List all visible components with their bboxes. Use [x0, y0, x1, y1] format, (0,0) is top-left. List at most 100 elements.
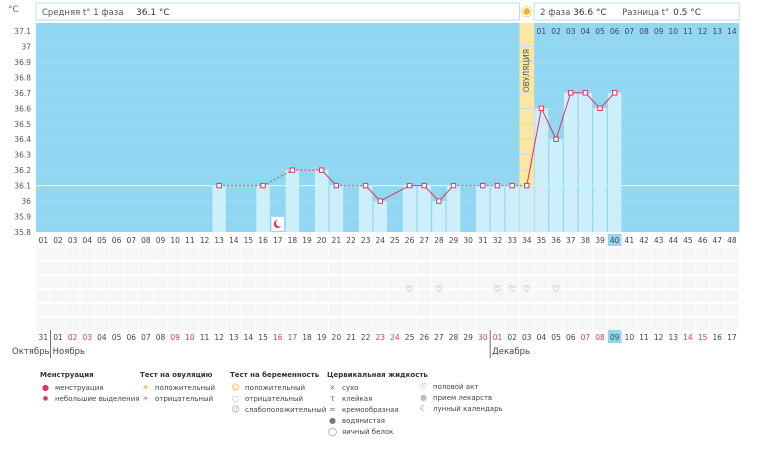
observation-cell [461, 304, 475, 316]
observation-cell [256, 248, 270, 260]
observation-cell [183, 262, 197, 274]
legend-label: положительный [155, 383, 216, 392]
date-label: 04 [537, 333, 547, 342]
observation-cell [212, 276, 226, 288]
observation-cell [432, 318, 446, 330]
observation-cell [666, 276, 681, 288]
observation-cell [402, 262, 417, 274]
temperature-bar [505, 185, 519, 232]
observation-cell [300, 248, 314, 260]
cycle-day-label: 46 [698, 236, 708, 245]
date-label: 16 [273, 333, 283, 342]
observation-cell [109, 290, 124, 302]
observation-cell [651, 304, 666, 316]
observation-cell [593, 290, 607, 302]
observation-cell [65, 262, 80, 274]
circle-negative-icon: ○ [232, 394, 239, 403]
legend-label: сухо [342, 383, 359, 392]
observation-cell [168, 290, 182, 302]
temperature-bar [476, 185, 490, 232]
date-label: 16 [712, 333, 722, 342]
observation-cell [681, 276, 695, 288]
phase2-header-box [533, 2, 740, 21]
heart-icon: ♡ [406, 285, 414, 295]
temperature-line-segment [555, 92, 572, 140]
observation-cell [329, 290, 344, 302]
observation-cell [124, 262, 139, 274]
smile-positive-icon: ☺ [231, 383, 240, 392]
observation-cell [300, 262, 314, 274]
diff-label: Разница t° [622, 8, 669, 18]
temperature-point [509, 182, 515, 189]
observation-cell [241, 276, 256, 288]
observation-cell [197, 290, 212, 302]
observation-cell [476, 318, 490, 330]
date-label: 29 [463, 333, 473, 342]
cycle-day-label: 43 [654, 236, 664, 245]
observation-cell [329, 248, 344, 260]
legend-label: отрицательный [245, 394, 304, 403]
observation-cell [109, 318, 124, 330]
date-label: 19 [317, 333, 327, 342]
observation-cell [80, 276, 95, 288]
legend-item-dry: × сухо [327, 382, 428, 393]
observation-cell [65, 290, 80, 302]
observation-cell [637, 276, 651, 288]
date-label: 25 [405, 333, 415, 342]
watery-icon: ● [329, 416, 336, 425]
observation-cell [358, 276, 373, 288]
observation-cell [417, 318, 432, 330]
observation-cell [388, 262, 402, 274]
observation-cell [461, 248, 475, 260]
observation-cell [285, 290, 300, 302]
observation-cell [417, 276, 432, 288]
observation-cell [563, 248, 578, 260]
observation-cell [139, 276, 153, 288]
temperature-bar [373, 201, 387, 232]
observation-cell [710, 304, 725, 316]
temperature-bar [534, 108, 549, 232]
moon-icon: ☾ [419, 404, 428, 413]
observation-cell [534, 262, 549, 274]
legend-pregnancy-test: Тест на беременность ☺ положительный ○ отр… [230, 371, 326, 415]
observation-cell [549, 290, 563, 302]
observation-cell [534, 276, 549, 288]
cycle-day-label: 08 [141, 236, 151, 245]
observation-cell [446, 248, 461, 260]
observation-cell [80, 318, 95, 330]
observation-cell [607, 248, 622, 260]
observation-cell [681, 262, 695, 274]
observation-cell [446, 318, 461, 330]
sun-icon [523, 8, 531, 15]
observation-cell [417, 290, 432, 302]
observation-cell [373, 276, 388, 288]
legend-label: слабоположительный [245, 405, 327, 414]
date-label: 02 [68, 333, 78, 342]
observation-cell [373, 318, 388, 330]
legend-item-creamy: ≈ кремообразная [327, 404, 428, 415]
observation-cell [593, 262, 607, 274]
observation-cell [358, 290, 373, 302]
y-tick-label: 36 [21, 197, 31, 206]
temperature-bar [402, 185, 417, 232]
date-label: 02 [507, 333, 517, 342]
legend-label: небольшие выделения [55, 394, 140, 403]
observation-cell [446, 262, 461, 274]
observation-cell [578, 290, 593, 302]
observation-cell [593, 248, 607, 260]
legend-item-spotting: ● небольшие выделения [40, 393, 140, 404]
observation-cell [80, 262, 95, 274]
observation-cell [563, 276, 578, 288]
cycle-day-label: 09 [156, 236, 166, 245]
cycle-day-label: 36 [551, 236, 561, 245]
observation-cell [622, 262, 637, 274]
post-ov-day-label: 06 [610, 27, 620, 36]
legend-item-ov-negative: ☀ отрицательный [140, 393, 215, 404]
moon-icon-cutout [276, 219, 284, 227]
date-label: 15 [258, 333, 268, 342]
observation-cell [666, 248, 681, 260]
observation-cell [65, 304, 80, 316]
cycle-day-label: 30 [463, 236, 473, 245]
date-label: 20 [332, 333, 342, 342]
observation-cell [622, 276, 637, 288]
